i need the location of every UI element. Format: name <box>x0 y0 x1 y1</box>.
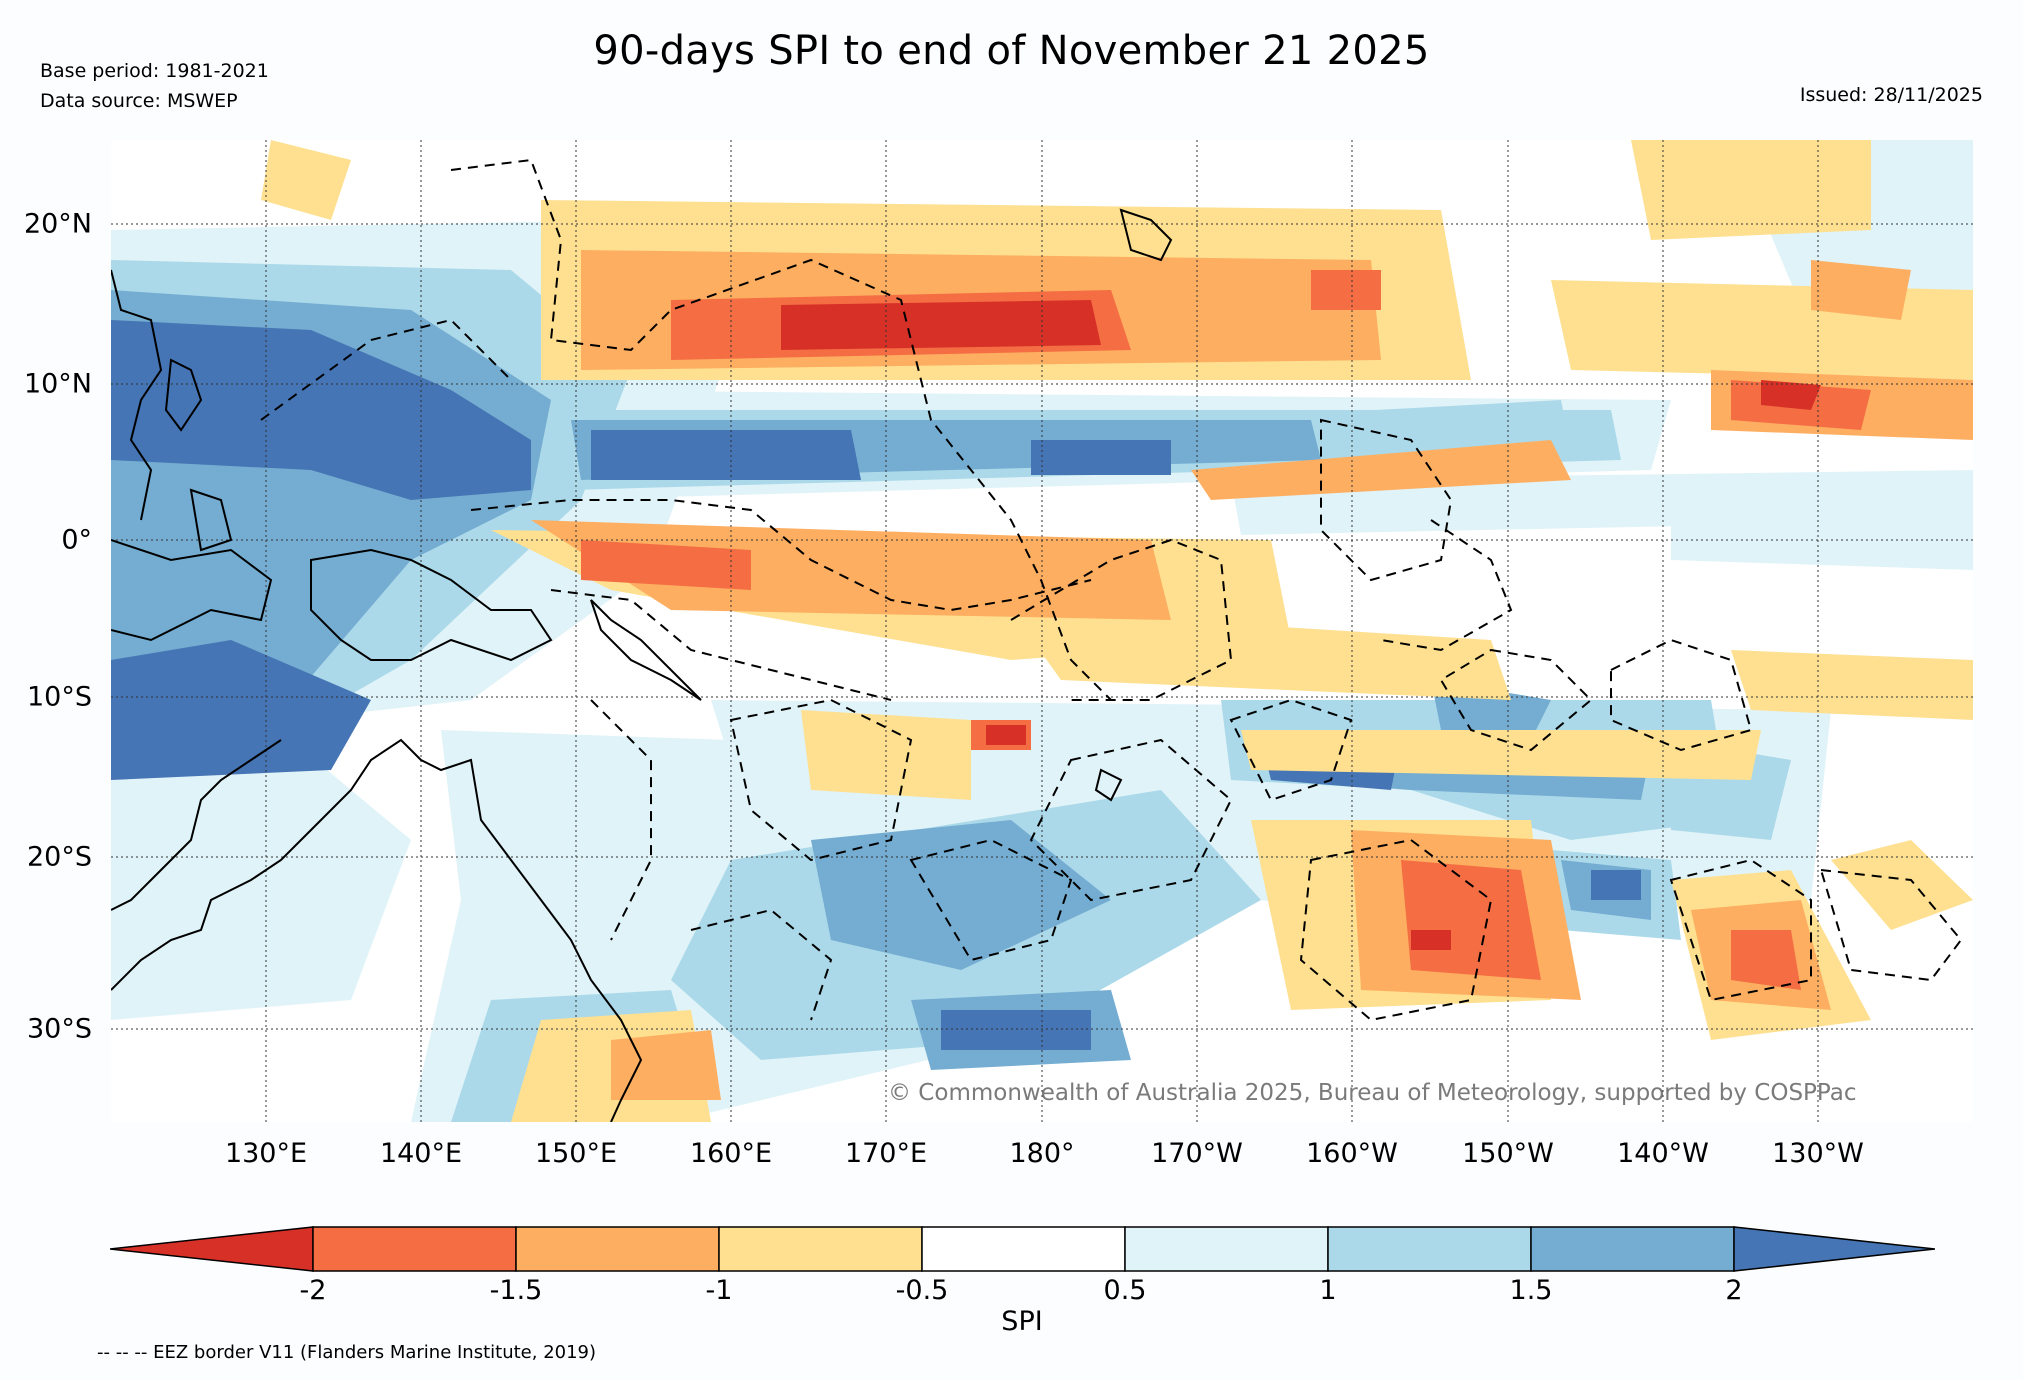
lon-label-130w: 130°W <box>1772 1138 1864 1169</box>
colorbar-tick-minus-1-5: -1.5 <box>489 1275 543 1306</box>
lon-label-150w: 150°W <box>1462 1138 1554 1169</box>
colorbar-segment-moderate-wet <box>1327 1226 1532 1272</box>
colorbar-tick-1-5: 1.5 <box>1509 1275 1553 1306</box>
colorbar-segment-severe-dry <box>312 1226 517 1272</box>
colorbar-tick-minus-2: -2 <box>299 1275 327 1306</box>
data-source: Data source: MSWEP <box>40 90 238 112</box>
colorbar-tick-0-5: 0.5 <box>1103 1275 1147 1306</box>
spi-dry-extreme-regions <box>781 300 1821 950</box>
lon-label-170w: 170°W <box>1151 1138 1243 1169</box>
lon-label-140w: 140°W <box>1617 1138 1709 1169</box>
colorbar-segment-moderate-dry <box>515 1226 720 1272</box>
colorbar-segment-near-normal <box>921 1226 1126 1272</box>
colorbar-tick-minus-1: -1 <box>705 1275 733 1306</box>
colorbar-title: SPI <box>1001 1306 1043 1337</box>
lat-label-10n: 10°N <box>23 368 92 400</box>
lat-label-20s: 20°S <box>27 841 92 873</box>
colorbar-segment-extreme-dry <box>110 1226 314 1272</box>
colorbar-segment-severe-wet <box>1530 1226 1735 1272</box>
eez-footnote: -- -- -- EEZ border V11 (Flanders Marine… <box>97 1342 597 1363</box>
lat-label-30s: 30°S <box>27 1013 92 1045</box>
issued-date: Issued: 28/11/2025 <box>1799 84 1983 106</box>
lat-label-equator: 0° <box>61 524 92 556</box>
lat-label-20n: 20°N <box>23 208 92 240</box>
lon-label-180: 180° <box>1009 1138 1075 1169</box>
eez-borders <box>260 158 1963 1022</box>
colorbar-segment-mild-dry <box>718 1226 923 1272</box>
copyright-notice: © Commonwealth of Australia 2025, Bureau… <box>888 1080 1857 1106</box>
metadata-block: Base period: 1981-2021 Data source: MSWE… <box>40 56 269 116</box>
base-period: Base period: 1981-2021 <box>40 60 269 82</box>
colorbar-tick-2: 2 <box>1725 1275 1743 1306</box>
colorbar-tick-minus-0-5: -0.5 <box>895 1275 949 1306</box>
coastlines <box>111 208 1173 1122</box>
map-title: 90-days SPI to end of November 21 2025 <box>593 28 1430 74</box>
spi-colorbar <box>110 1226 1935 1272</box>
colorbar-segment-mild-wet <box>1124 1226 1329 1272</box>
colorbar-segment-extreme-wet <box>1733 1226 1935 1272</box>
colorbar-tick-1: 1 <box>1319 1275 1337 1306</box>
lon-label-140e: 140°E <box>379 1138 463 1169</box>
lon-label-160e: 160°E <box>689 1138 773 1169</box>
lon-label-160w: 160°W <box>1306 1138 1398 1169</box>
lat-label-10s: 10°S <box>27 681 92 713</box>
lon-label-150e: 150°E <box>534 1138 618 1169</box>
lon-label-170e: 170°E <box>844 1138 928 1169</box>
spi-map <box>111 140 1973 1122</box>
graticule <box>111 140 1973 1122</box>
lon-label-130e: 130°E <box>224 1138 308 1169</box>
